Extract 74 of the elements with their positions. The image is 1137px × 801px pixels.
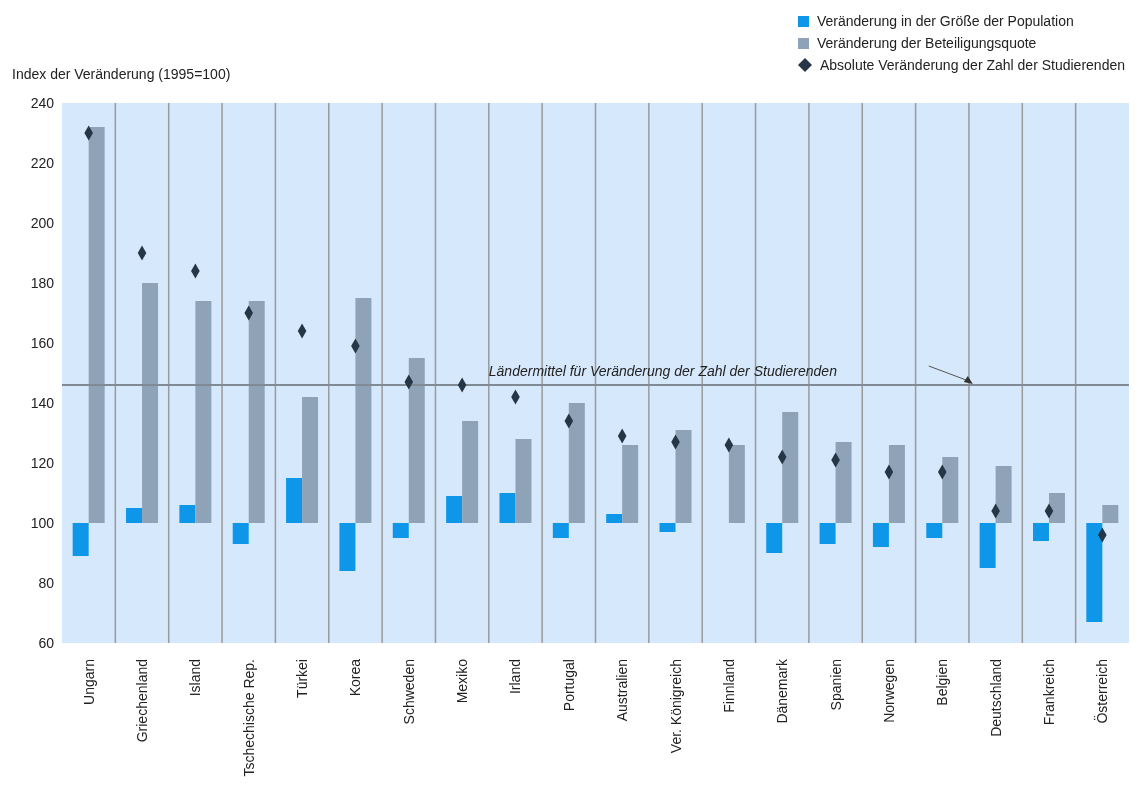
y-tick-label: 120 [30,454,55,471]
bar [1048,493,1065,523]
bar [782,412,799,523]
bar [1102,505,1119,523]
bar [446,496,463,523]
bar [302,397,319,523]
bar [675,430,692,523]
x-tick-label: Finnland [720,659,737,713]
x-tick-label: Ver. Königreich [667,659,684,754]
bar [1086,523,1103,622]
bar [942,457,959,523]
bar [926,523,943,538]
x-tick-label: Australien [614,659,631,722]
x-tick-label: Island [187,659,204,697]
bar [515,439,532,523]
ref-line-label: Ländermittel für Veränderung der Zahl der Studierenden [488,363,838,379]
bar [88,127,105,523]
y-tick-label: 200 [30,214,55,231]
x-tick-label: Deutschland [987,659,1004,737]
bar [606,514,623,523]
x-tick-label: Griechenland [134,659,151,743]
y-tick-label: 100 [30,514,55,531]
x-tick-label: Dänemark [774,658,791,724]
x-tick-label: Irland [507,659,524,695]
bar [408,358,425,523]
bar [622,445,639,523]
x-tick-label: Frankreich [1040,659,1057,726]
bar [232,523,249,544]
x-tick-label: Österreich [1093,659,1111,724]
y-tick-label: 140 [30,394,55,411]
bar [126,508,143,523]
bar [728,445,745,523]
bar [462,421,479,523]
bar [995,466,1012,523]
bar [659,523,676,532]
x-tick-label: Ungarn [80,659,97,705]
bar [72,523,89,556]
bar [339,523,356,571]
bar [499,493,516,523]
bar [392,523,409,538]
x-tick-label: Mexiko [454,658,471,704]
legend-label: Veränderung der Beteiligungsquote [816,34,1037,53]
bar [248,301,265,523]
x-tick-label: Norwegen [880,659,897,723]
bar [179,505,196,523]
y-tick-label: 180 [30,274,55,291]
bar [1032,523,1049,541]
y-tick-label: 220 [30,154,55,171]
bar [888,445,905,523]
bar [872,523,889,547]
x-tick-label: Türkei [294,659,311,698]
bar [195,301,212,523]
x-tick-label: Schweden [400,659,417,725]
x-tick-label: Portugal [560,659,577,712]
bar [355,298,372,523]
bar [552,523,569,538]
y-axis-title: Index der Veränderung (1995=100) [12,66,231,82]
x-tick-label: Belgien [934,659,951,706]
x-tick-label: Spanien [827,659,844,711]
bar [568,403,585,523]
bar [835,442,852,523]
bar [142,283,159,523]
x-tick-label: Tschechische Rep. [240,659,257,777]
legend-label: Veränderung in der Größe der Population [816,12,1074,31]
bar [979,523,996,568]
y-tick-label: 240 [30,94,55,111]
y-tick-label: 160 [30,334,55,351]
x-tick-label: Korea [347,658,364,697]
y-tick-label: 80 [38,574,55,591]
bar [286,478,303,523]
bar [819,523,836,544]
y-tick-label: 60 [38,634,55,651]
legend-label: Absolute Veränderung der Zahl der Studierenden [819,56,1125,75]
bar [766,523,783,553]
